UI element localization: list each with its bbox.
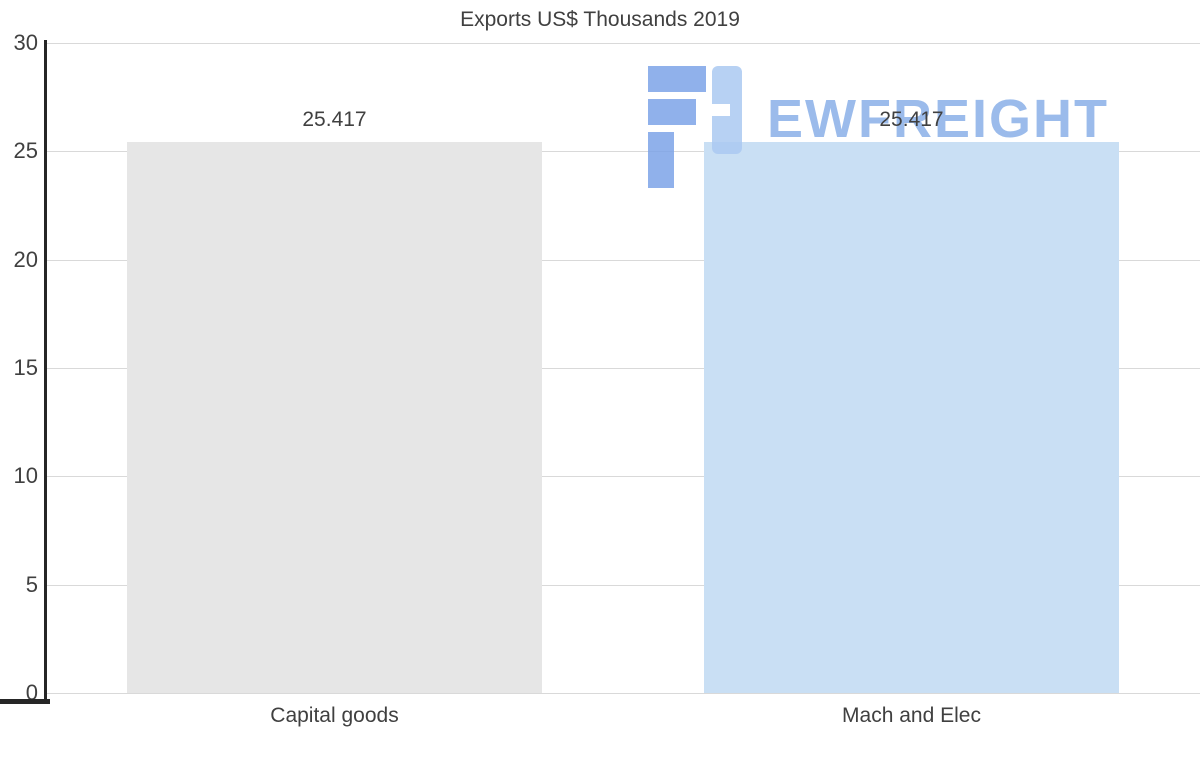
x-category-label: Mach and Elec <box>842 704 981 727</box>
gridline <box>46 584 1200 586</box>
bar-mach-and-elec <box>704 142 1119 693</box>
gridline <box>46 151 1200 153</box>
gridline <box>46 43 1200 44</box>
gridline <box>46 476 1200 478</box>
gridline <box>46 693 1200 694</box>
x-axis-stub <box>0 699 50 704</box>
bar-value-label: 25.417 <box>879 108 944 132</box>
y-tick-label: 30 <box>13 30 38 55</box>
y-tick-label: 15 <box>13 355 38 380</box>
bar-capital-goods <box>127 142 542 693</box>
y-axis-line <box>44 40 47 702</box>
y-tick-label: 10 <box>13 463 38 489</box>
gridline <box>46 368 1200 369</box>
y-tick-label: 5 <box>25 571 38 597</box>
y-tick-label: 25 <box>13 138 38 164</box>
x-category-label: Capital goods <box>270 704 399 727</box>
gridline <box>46 259 1200 261</box>
y-tick-label: 0 <box>25 680 38 705</box>
y-tick-label: 20 <box>13 246 38 272</box>
bar-value-label: 25.417 <box>302 108 367 132</box>
chart-title: Exports US$ Thousands 2019 <box>460 8 740 31</box>
